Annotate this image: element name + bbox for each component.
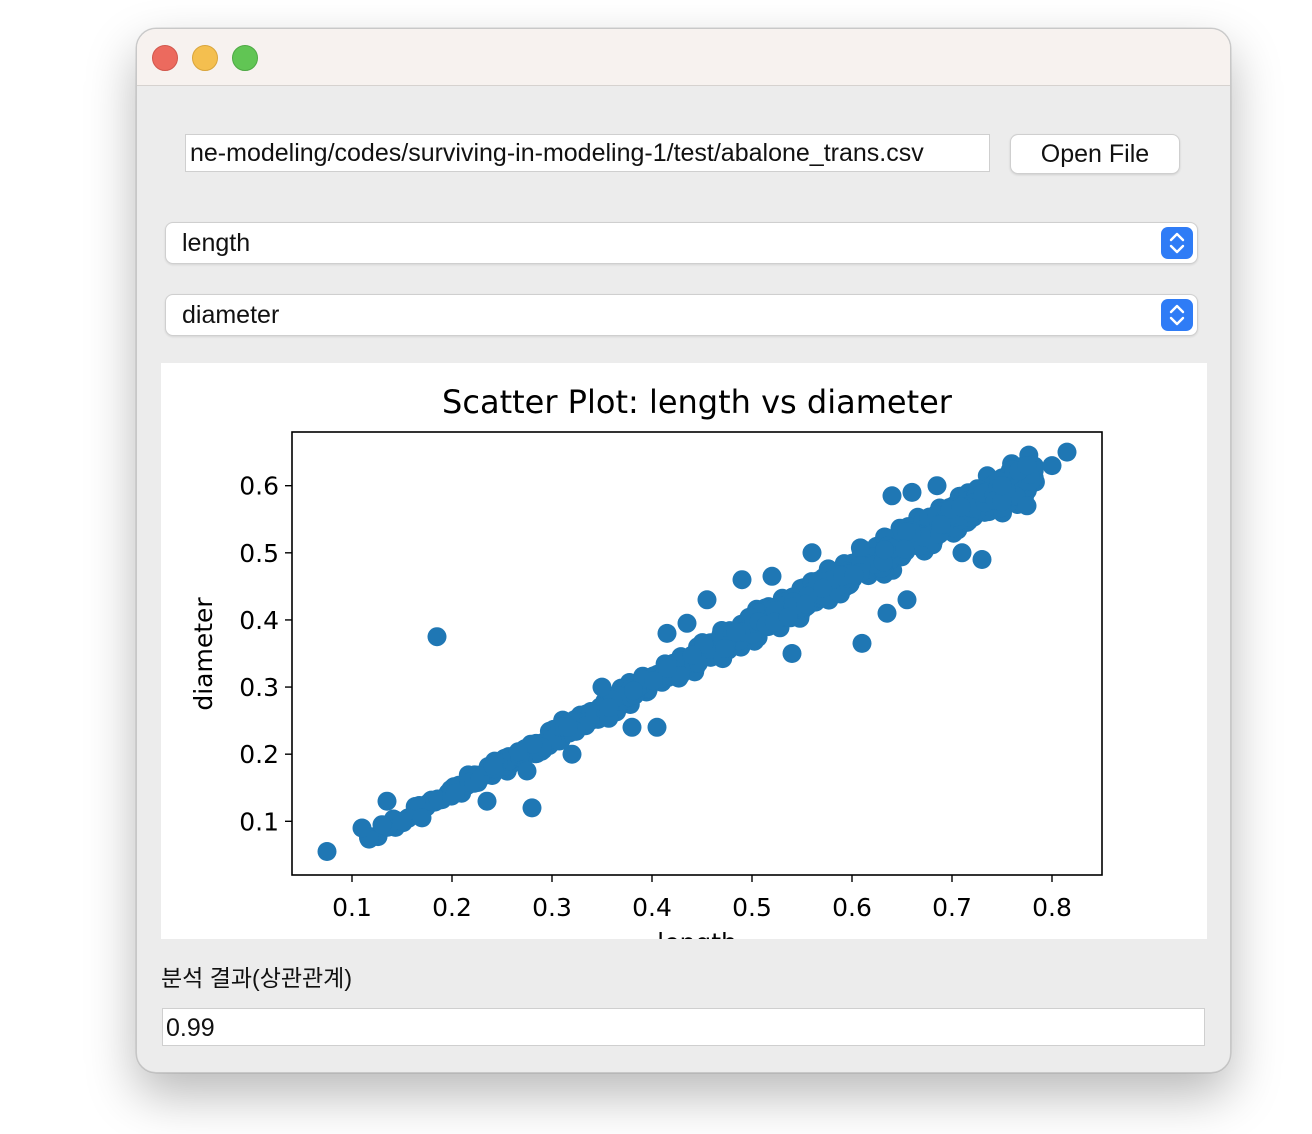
scatter-point	[317, 842, 337, 861]
scatter-point	[882, 486, 902, 506]
scatter-point	[445, 783, 465, 803]
scatter-plot-svg: Scatter Plot: length vs diameter 0.1 0.2 0…	[189, 383, 1103, 939]
scatter-point	[592, 677, 612, 697]
scatter-point	[622, 717, 642, 737]
scatter-point	[1017, 496, 1037, 516]
scatter-point	[992, 476, 1012, 496]
scatter-point	[522, 798, 542, 818]
scatter-point	[732, 570, 752, 590]
scatter-point	[523, 735, 543, 754]
scatter-point	[813, 578, 833, 598]
close-window-button[interactable]	[152, 45, 178, 71]
x-tick-label: 0.7	[932, 893, 972, 922]
plot-frame	[291, 431, 1103, 876]
scatter-point	[644, 671, 663, 691]
scatter-point	[875, 540, 894, 560]
scatter-point	[477, 791, 497, 811]
scatter-point	[715, 639, 735, 658]
chart-title: Scatter Plot: length vs diameter	[442, 383, 953, 421]
scatter-point	[850, 538, 870, 558]
x-tick-label: 0.8	[1032, 893, 1072, 922]
x-tick-label: 0.1	[332, 893, 372, 922]
scatter-point	[897, 522, 916, 542]
scatter-point	[931, 515, 951, 535]
y-tick-label: 0.5	[239, 539, 279, 568]
scatter-point	[372, 815, 392, 835]
file-path-input[interactable]: ne-modeling/codes/surviving-in-modeling-…	[185, 134, 990, 172]
y-tick-label: 0.6	[239, 472, 279, 501]
result-label: 분석 결과(상관관계)	[161, 965, 352, 991]
scatter-point	[658, 658, 678, 678]
scatter-point	[762, 566, 782, 586]
open-file-button[interactable]: Open File	[1010, 134, 1180, 174]
scatter-point	[1042, 456, 1062, 476]
scatter-point	[1017, 456, 1037, 476]
scatter-point	[657, 623, 677, 643]
scatter-point	[508, 742, 528, 762]
scatter-point	[952, 543, 972, 563]
y-tick-label: 0.3	[239, 673, 279, 702]
scatter-point	[599, 698, 619, 717]
x-column-select[interactable]: length	[165, 222, 1198, 264]
scatter-point	[697, 590, 717, 610]
y-tick-label: 0.4	[239, 606, 279, 635]
scatter-point	[517, 761, 537, 781]
scatter-point	[392, 811, 412, 831]
select-arrows-icon[interactable]	[1161, 227, 1193, 259]
scatter-point	[782, 644, 802, 663]
scatter-point	[852, 633, 872, 653]
scatter-point	[558, 717, 578, 737]
scatter-point	[796, 594, 815, 614]
scatter-point	[802, 543, 822, 563]
scatter-point	[897, 590, 917, 610]
y-tick-label: 0.2	[239, 740, 279, 769]
minimize-window-button[interactable]	[192, 45, 218, 71]
scatter-plot-canvas: Scatter Plot: length vs diameter 0.1 0.2 0…	[161, 363, 1207, 939]
scatter-point	[412, 808, 432, 828]
scatter-point	[895, 539, 915, 559]
scatter-point	[972, 550, 992, 569]
correlation-result-field[interactable]: 0.99	[162, 1008, 1205, 1046]
scatter-point	[624, 681, 643, 701]
scatter-point	[844, 565, 864, 585]
scatter-point	[902, 482, 922, 502]
scatter-point	[352, 818, 372, 838]
zoom-window-button[interactable]	[232, 45, 258, 71]
scatter-point	[427, 627, 447, 647]
y-tick-label: 0.1	[239, 807, 279, 836]
scatter-point	[562, 744, 582, 764]
scatter-point	[677, 613, 697, 633]
scatter-point	[726, 623, 746, 642]
x-tick-label: 0.4	[632, 893, 672, 922]
scatter-point	[647, 717, 667, 737]
scatter-point	[778, 607, 798, 627]
x-column-selected: length	[182, 229, 251, 257]
scatter-point	[1057, 442, 1077, 462]
scatter-point	[877, 603, 897, 623]
x-axis-label: length	[657, 928, 737, 939]
scatter-point	[927, 476, 947, 496]
x-tick-label: 0.3	[532, 893, 572, 922]
x-tick-label: 0.2	[432, 893, 472, 922]
scatter-point	[377, 791, 397, 811]
title-bar[interactable]	[137, 29, 1230, 86]
x-tick-label: 0.5	[732, 893, 772, 922]
scatter-point	[992, 492, 1012, 512]
y-column-select[interactable]: diameter	[165, 294, 1198, 336]
y-column-selected: diameter	[182, 301, 280, 329]
x-tick-label: 0.6	[832, 893, 872, 922]
y-axis-label: diameter	[189, 597, 218, 711]
scatter-point	[951, 497, 971, 517]
select-arrows-icon[interactable]	[1161, 299, 1193, 331]
app-window: ne-modeling/codes/surviving-in-modeling-…	[136, 28, 1231, 1073]
scatter-point	[682, 645, 702, 665]
scatter-point	[483, 756, 503, 776]
